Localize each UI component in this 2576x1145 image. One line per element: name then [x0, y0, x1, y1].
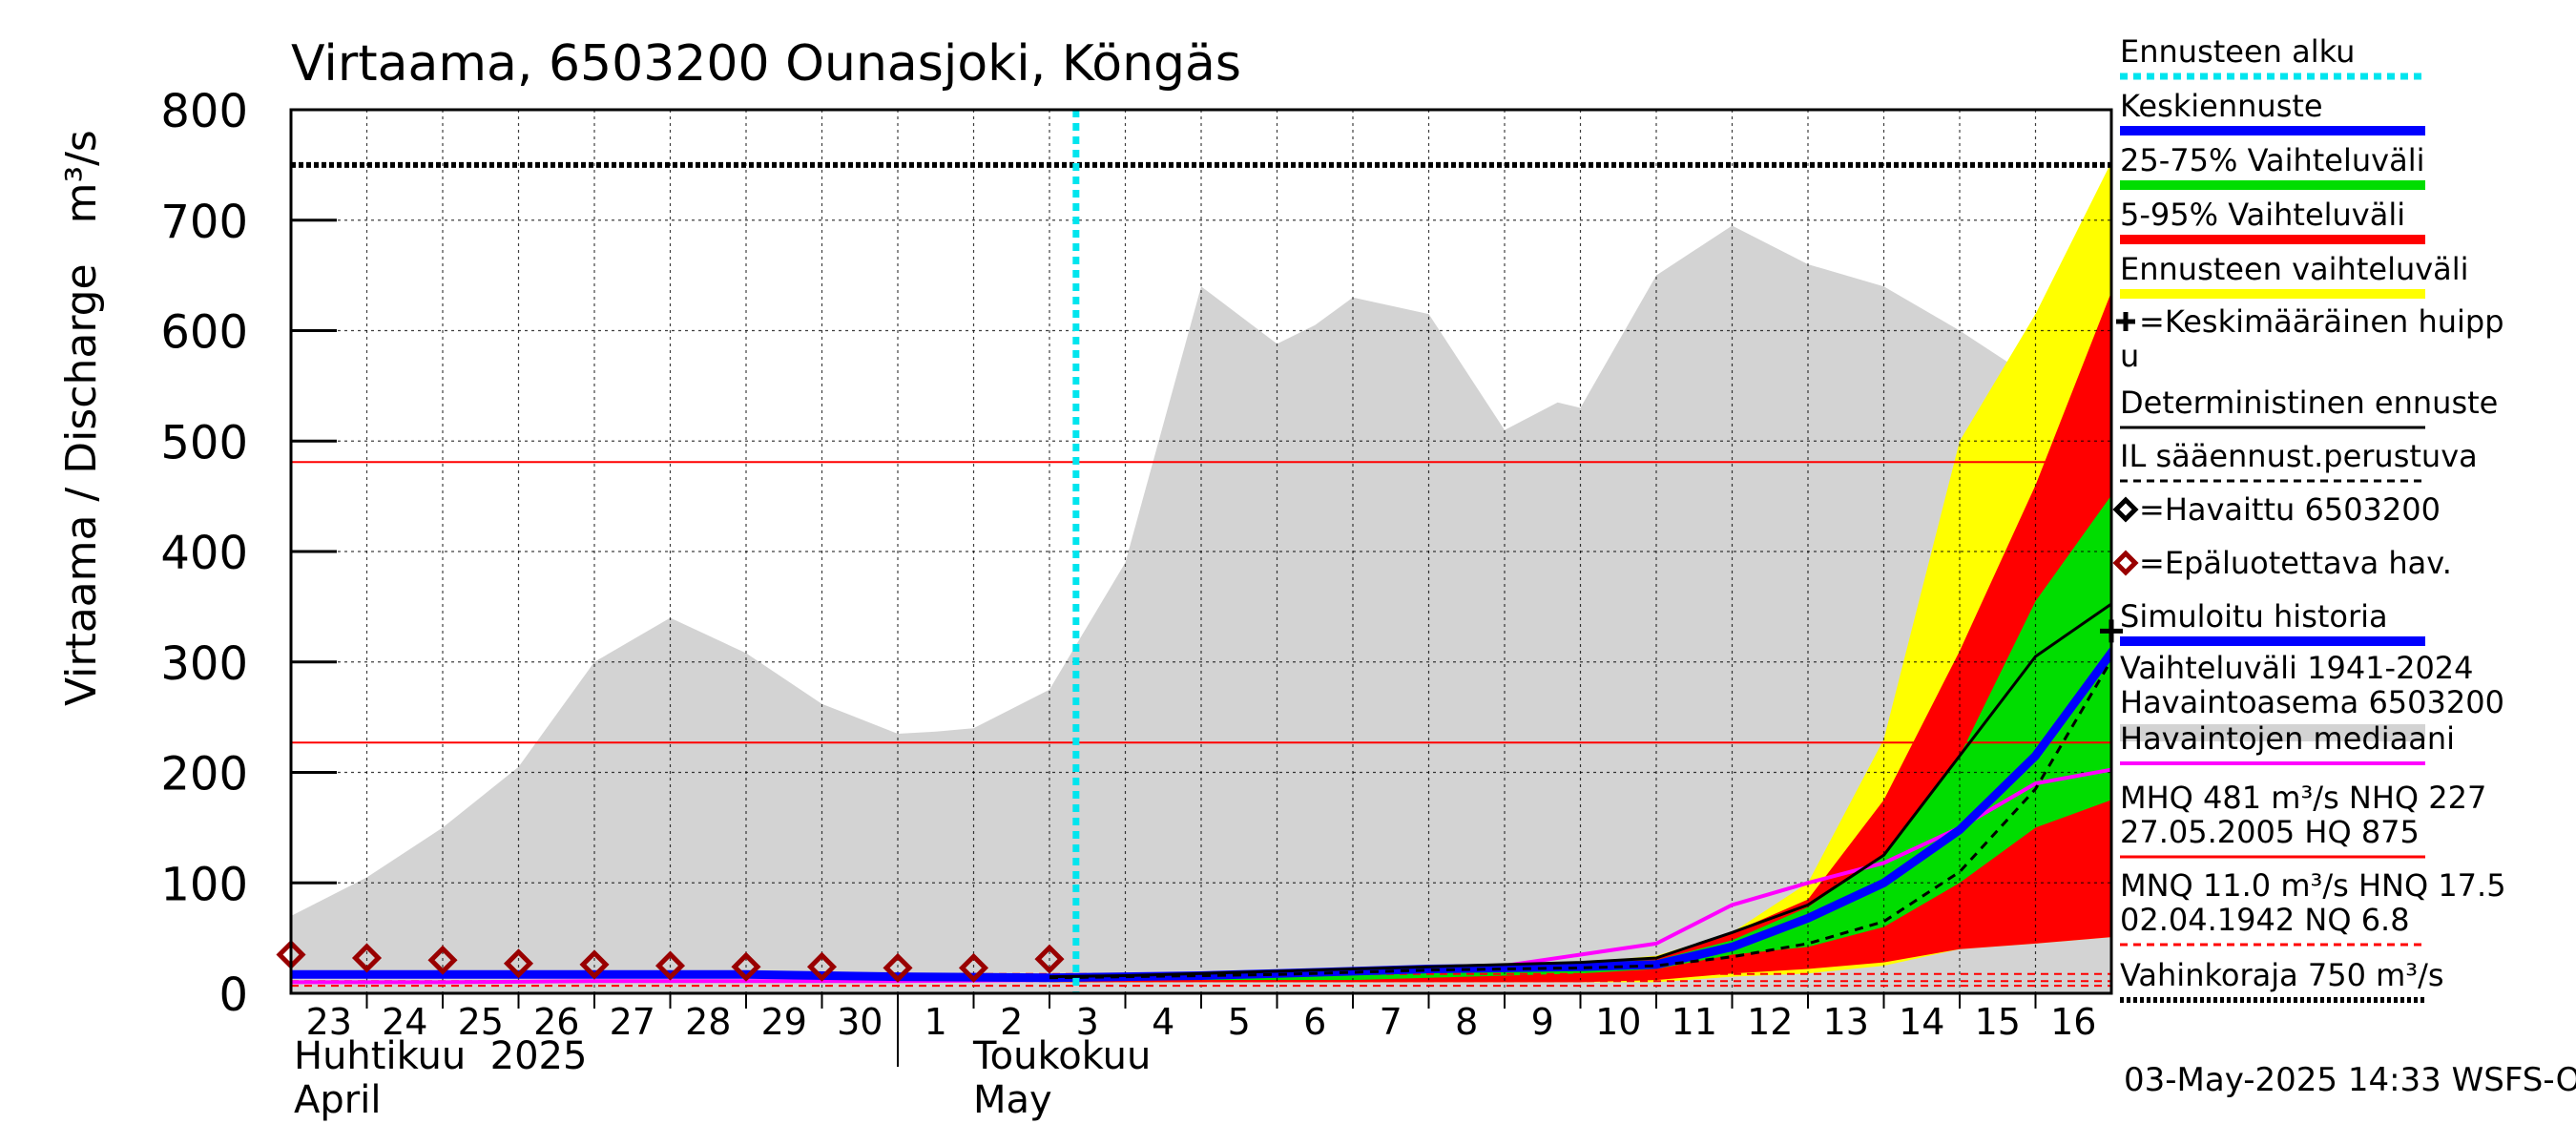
y-tick-label: 100 [160, 858, 248, 911]
plot-inner [291, 110, 2111, 993]
observation-marker [654, 950, 686, 981]
legend-item: Vaihteluväli 1941-2024 Havaintoasema 650… [2120, 650, 2504, 741]
legend-label: 02.04.1942 NQ 6.8 [2120, 902, 2410, 938]
chart-title: Virtaama, 6503200 Ounasjoki, Köngäs [291, 35, 1241, 93]
legend-item: Ennusteen alku [2120, 33, 2425, 80]
x-tick-label: 14 [1899, 1001, 1944, 1043]
legend-label: Ennusteen alku [2120, 33, 2355, 70]
y-tick-label: 500 [160, 416, 248, 469]
legend-item: =Epäluotettava hav. [2112, 545, 2452, 581]
observation-marker [427, 945, 458, 975]
legend-label: MHQ 481 m³/s NHQ 227 [2120, 780, 2486, 816]
x-tick-label: 27 [610, 1001, 655, 1043]
band-5-95 [1049, 292, 2111, 983]
legend-item: Deterministinen ennuste [2120, 385, 2498, 429]
month-label-may-fi: Toukokuu [972, 1034, 1151, 1078]
legend-item: Keskiennuste [2120, 88, 2425, 135]
legend-cross-icon [2116, 312, 2135, 331]
legend-item: MNQ 11.0 m³/s HNQ 17.502.04.1942 NQ 6.8 [2120, 867, 2506, 947]
legend-label: 5-95% Vaihteluväli [2120, 197, 2405, 233]
legend-label: Simuloitu historia [2120, 598, 2388, 635]
legend-label: =Epäluotettava hav. [2139, 545, 2452, 581]
x-tick-label: 30 [837, 1001, 883, 1043]
legend-label: Ennusteen vaihteluväli [2120, 251, 2469, 287]
x-tick-label: 9 [1531, 1001, 1554, 1043]
x-tick-label: 10 [1595, 1001, 1641, 1043]
observation-marker [731, 951, 761, 982]
legend-label: =Keskimääräinen huipp [2139, 303, 2504, 340]
x-tick-label: 24 [382, 1001, 427, 1043]
y-tick-label: 0 [218, 968, 248, 1022]
legend-item: Havaintojen mediaani [2120, 720, 2455, 765]
observation-marker [503, 948, 534, 979]
x-tick-label: 28 [685, 1001, 731, 1043]
x-tick-label: 4 [1152, 1001, 1174, 1043]
legend-item: Ennusteen vaihteluväli [2120, 251, 2469, 299]
legend-item: =Havaittu 6503200 [2112, 491, 2441, 528]
legend-label: Havaintoasema 6503200 [2120, 684, 2504, 720]
observation-marker [883, 952, 913, 983]
legend-label: u [2120, 338, 2139, 374]
y-tick-label: 300 [160, 637, 248, 691]
x-tick-label: 2 [1000, 1001, 1023, 1043]
month-label-may-en: May [973, 1078, 1052, 1122]
legend-label: Deterministinen ennuste [2120, 385, 2498, 421]
y-tick-label: 700 [160, 196, 248, 249]
legend-diamond-icon [2112, 496, 2139, 523]
x-tick-label: 5 [1228, 1001, 1251, 1043]
x-tick-label: 16 [2050, 1001, 2096, 1043]
observation-marker [806, 951, 838, 982]
legend-label: Vaihteluväli 1941-2024 [2120, 650, 2474, 686]
legend-label: =Havaittu 6503200 [2139, 491, 2441, 528]
x-tick-label: 15 [1975, 1001, 2021, 1043]
legend-item: 25-75% Vaihteluväli [2120, 142, 2425, 190]
x-tick-label: 26 [533, 1001, 579, 1043]
x-tick-label: 11 [1672, 1001, 1717, 1043]
legend-label: Vahinkoraja 750 m³/s [2120, 957, 2444, 993]
legend: Ennusteen alku Keskiennuste 25-75% Vaihtel… [2112, 33, 2506, 1003]
y-tick-label: 200 [160, 748, 248, 802]
series-deterministinen-ennuste [1049, 602, 2111, 979]
x-tick-label: 23 [306, 1001, 352, 1043]
x-tick-label: 3 [1076, 1001, 1099, 1043]
x-tick-label: 13 [1823, 1001, 1869, 1043]
y-tick-label: 800 [160, 85, 248, 138]
x-tick-label: 7 [1380, 1001, 1402, 1043]
legend-item: Vahinkoraja 750 m³/s [2120, 957, 2444, 1003]
series-keskiennuste [1049, 645, 2111, 983]
legend-item: 5-95% Vaihteluväli [2120, 197, 2425, 244]
legend-diamond-icon [2112, 550, 2139, 576]
legend-item: Simuloitu historia [2120, 598, 2425, 646]
timestamp: 03-May-2025 14:33 WSFS-O [2124, 1061, 2576, 1099]
month-label-april-fi: Huhtikuu 2025 [294, 1034, 587, 1078]
observation-marker [1034, 944, 1065, 974]
x-tick-label: 12 [1747, 1001, 1793, 1043]
y-tick-label: 400 [160, 527, 248, 580]
observation-marker [958, 952, 989, 983]
legend-label: IL sääennust.perustuva [2120, 438, 2478, 474]
x-tick-label: 6 [1303, 1001, 1326, 1043]
legend-label: Havaintojen mediaani [2120, 720, 2455, 757]
month-label-april-en: April [294, 1078, 381, 1122]
x-tick-label: 29 [761, 1001, 807, 1043]
legend-label: 25-75% Vaihteluväli [2120, 142, 2424, 178]
y-axis-label: Virtaama / Discharge m³/s [57, 130, 106, 706]
observation-marker [351, 943, 383, 973]
legend-label: Keskiennuste [2120, 88, 2323, 124]
x-tick-label: 8 [1455, 1001, 1478, 1043]
legend-label: MNQ 11.0 m³/s HNQ 17.5 [2120, 867, 2506, 904]
x-tick-label: 1 [924, 1001, 947, 1043]
legend-label: 27.05.2005 HQ 875 [2120, 814, 2420, 850]
observation-marker [579, 949, 610, 980]
x-tick-label: 25 [458, 1001, 504, 1043]
legend-item: IL sääennust.perustuva [2120, 438, 2478, 483]
y-tick-label: 600 [160, 306, 248, 360]
